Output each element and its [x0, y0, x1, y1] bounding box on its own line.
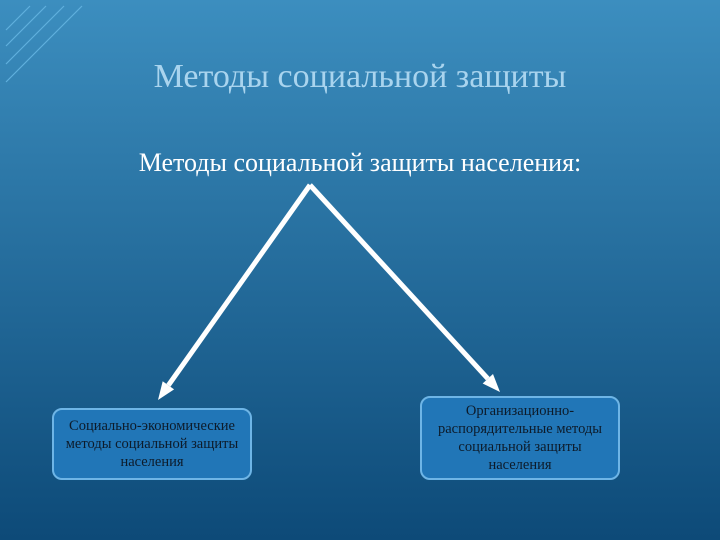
slide: Методы социальной защиты Методы социальн… — [0, 0, 720, 540]
node-left-label: Социально-экономические методы социально… — [64, 417, 240, 471]
node-left: Социально-экономические методы социально… — [52, 408, 252, 480]
diagram-arrows — [0, 180, 720, 420]
slide-subtitle: Методы социальной защиты населения: — [0, 148, 720, 178]
slide-title: Методы социальной защиты — [0, 58, 720, 96]
node-right: Организационно-распорядительные методы с… — [420, 396, 620, 480]
node-right-label: Организационно-распорядительные методы с… — [432, 402, 608, 475]
